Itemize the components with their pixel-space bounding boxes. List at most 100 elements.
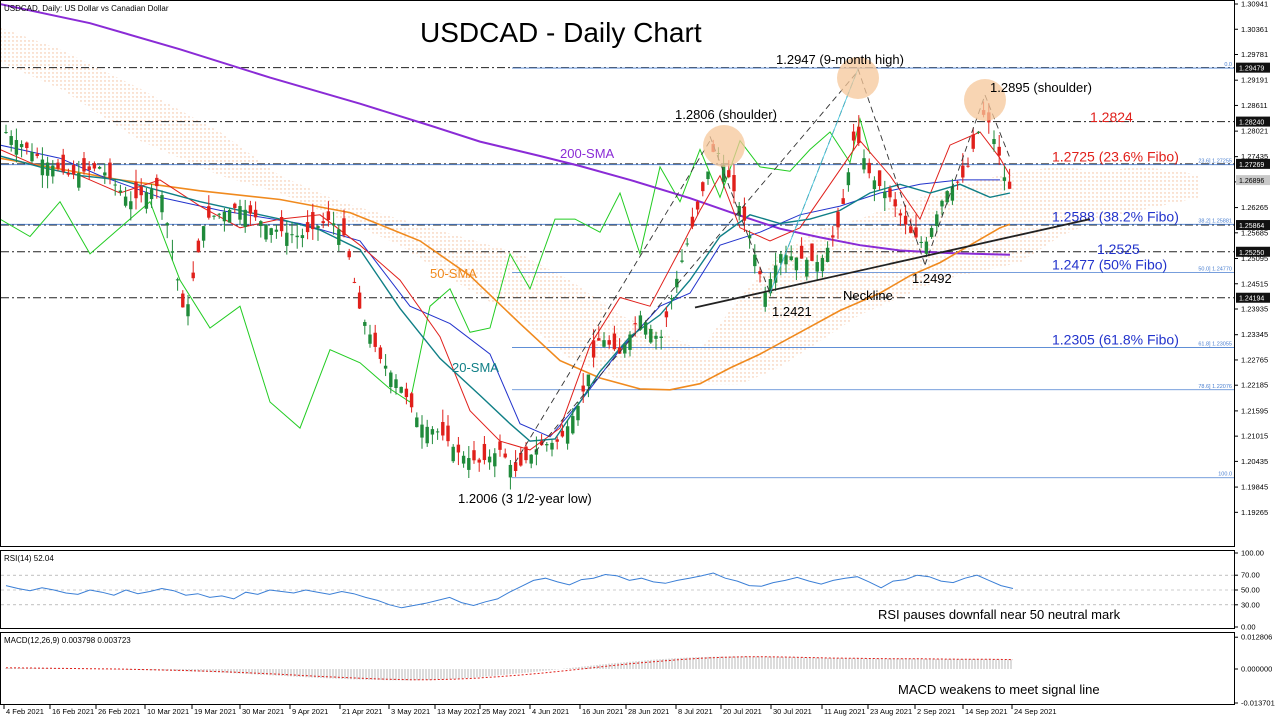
price-box-label: 1.25864 [1239, 223, 1264, 230]
date-tick-label: 4 Feb 2021 [6, 707, 44, 716]
candle-down [513, 462, 518, 471]
pattern-guide-line [709, 136, 771, 294]
candle-down [695, 201, 700, 210]
price-tick-label: 1.21015 [1241, 432, 1268, 441]
candle-up [435, 431, 440, 433]
candle-down [352, 281, 357, 283]
candle-up [649, 328, 653, 343]
date-tick-label: 2 Sep 2021 [917, 707, 955, 716]
candle-up [669, 298, 674, 300]
candle-up [4, 132, 8, 134]
price-tick-label: 1.29191 [1241, 76, 1268, 85]
chart-header: USDCAD, Daily: US Dollar vs Canadian Dol… [4, 4, 169, 13]
date-tick-label: 30 Jul 2021 [773, 707, 812, 716]
candle-down [955, 181, 960, 183]
candle-up [300, 235, 305, 239]
candle-up [425, 426, 429, 444]
head-marker [837, 57, 879, 99]
price-tick-label: 1.21595 [1241, 406, 1268, 415]
candle-down [456, 444, 461, 453]
label-sma20: 20-SMA [452, 360, 499, 375]
candle-up [451, 446, 455, 462]
candle-up [654, 335, 658, 339]
candle-up [924, 241, 929, 254]
candle-down [851, 131, 856, 141]
candle-down [701, 182, 705, 192]
candle-up [144, 192, 149, 209]
price-box-label: 1.25250 [1239, 250, 1264, 257]
candle-down [441, 422, 445, 436]
candle-up [467, 458, 471, 470]
candle-down [347, 251, 351, 258]
candle-down [321, 221, 325, 224]
right-shoulder-marker [964, 79, 1006, 121]
candle-down [633, 323, 637, 325]
candle-up [976, 131, 981, 133]
fibo-level-label: 1.2477 (50% Fibo) [1052, 257, 1167, 273]
price-tick-label: 1.23345 [1241, 330, 1268, 339]
candle-up [643, 322, 648, 335]
candle-up [113, 184, 117, 186]
annotation-level-2525: 1.2525 [1097, 241, 1140, 257]
candle-up [529, 454, 533, 464]
candle-up [680, 260, 684, 262]
date-tick-label: 16 Feb 2021 [52, 707, 94, 716]
candle-up [919, 241, 923, 243]
annotation-low-3y: 1.2006 (3 1/2-year low) [458, 491, 592, 506]
candle-down [191, 272, 195, 279]
candle-down [82, 158, 86, 172]
left-shoulder-marker [703, 125, 745, 167]
candle-down [25, 142, 29, 149]
candle-down [799, 245, 804, 259]
sma50-line [1, 157, 1011, 391]
price-tick-label: 1.24515 [1241, 279, 1268, 288]
candle-up [389, 372, 393, 387]
candle-down [560, 430, 565, 437]
candle-up [97, 166, 102, 169]
candle-down [253, 209, 258, 218]
price-box-label: 1.28240 [1239, 120, 1264, 127]
chart-title: USDCAD - Daily Chart [420, 17, 702, 48]
candle-up [149, 189, 154, 200]
candle-up [227, 209, 232, 223]
annotation-level-1824: 1.2824 [1090, 109, 1133, 125]
candle-up [129, 201, 133, 210]
candle-up [508, 464, 513, 478]
rsi-line [5, 572, 1014, 609]
price-tick-label: 1.25095 [1241, 254, 1268, 263]
candle-up [123, 196, 128, 206]
candle-down [612, 333, 617, 350]
date-tick-label: 9 Apr 2021 [292, 707, 328, 716]
candle-up [383, 365, 388, 369]
candle-up [103, 172, 107, 176]
candle-down [841, 198, 845, 204]
candle-down [181, 293, 185, 308]
candle-down [87, 166, 91, 171]
fibo-level-label: 1.2305 (61.8% Fibo) [1052, 332, 1179, 348]
candle-up [992, 139, 996, 145]
candle-up [945, 191, 949, 203]
price-tick-label: 1.28021 [1241, 127, 1268, 136]
candle-up [394, 379, 398, 389]
candle-up [238, 206, 242, 220]
rsi-note: RSI pauses downfall near 50 neutral mark [878, 607, 1121, 622]
candle-down [539, 441, 544, 446]
fibo-small-label: 0.0 [1224, 62, 1232, 68]
fibo-level-label: 1.2588 (38.2% Fibo) [1052, 208, 1179, 224]
candle-down [1007, 181, 1012, 189]
candle-down [732, 175, 736, 192]
candle-up [212, 215, 216, 217]
date-tick-label: 26 Feb 2021 [98, 707, 140, 716]
candle-up [659, 336, 663, 338]
candle-up [51, 165, 55, 177]
candle-down [836, 211, 840, 228]
candle-up [846, 172, 851, 186]
price-tick-label: 1.27435 [1241, 152, 1268, 161]
candle-down [971, 134, 975, 149]
candle-up [763, 292, 767, 307]
macd-note: MACD weakens to meet signal line [898, 682, 1100, 697]
price-box-label: 1.26896 [1239, 178, 1264, 185]
candle-down [893, 199, 897, 207]
candle-up [14, 140, 19, 155]
price-box-label: 1.24194 [1239, 296, 1264, 303]
